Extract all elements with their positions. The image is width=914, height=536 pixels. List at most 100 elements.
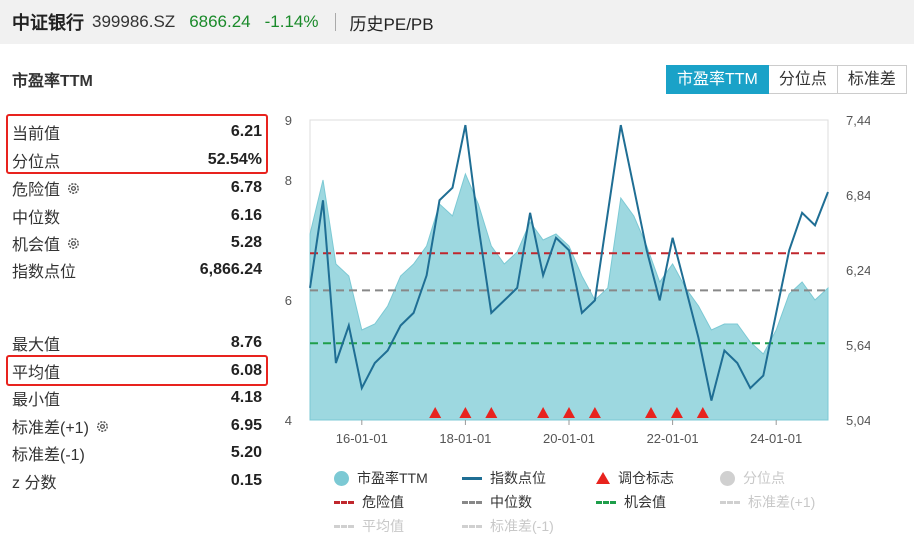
- gear-icon[interactable]: [95, 419, 110, 434]
- stat-value: 6.16: [230, 207, 262, 224]
- right-axis-tick: 5,644: [846, 338, 870, 353]
- rebalance-marker: [563, 407, 575, 418]
- stat-value: 5.20: [230, 444, 262, 461]
- stat-zscore: z 分数 0.15: [12, 469, 262, 493]
- index-code: 399986.SZ: [92, 12, 176, 31]
- pe-area-series: [309, 172, 829, 421]
- tab-std-dev[interactable]: 标准差: [837, 65, 907, 94]
- rebalance-marker: [537, 407, 550, 418]
- stat-value: 6,866.24: [199, 261, 262, 278]
- rebalance-marker: [429, 407, 442, 418]
- legend-label: 标准差(+1): [748, 494, 816, 510]
- stat-label: 分位点: [12, 154, 61, 171]
- tab-percentile[interactable]: 分位点: [768, 65, 838, 94]
- right-axis-tick: 7,441: [846, 113, 870, 128]
- stat-value: 4.18: [230, 389, 262, 406]
- legend-swatch: [462, 524, 482, 528]
- stat-value: 52.54%: [207, 151, 262, 168]
- x-axis-tick: 22-01-01: [647, 431, 699, 446]
- stat-label: 标准差(-1): [12, 447, 85, 464]
- header-bar: 中证银行 399986.SZ 6866.24 -1.14% 历史PE/PB: [0, 0, 914, 44]
- stat-std-plus: 标准差(+1) 6.95: [12, 414, 262, 438]
- metric-title: 市盈率TTM: [12, 73, 93, 90]
- legend-swatch: [334, 524, 354, 528]
- legend-chance[interactable]: 机会值: [596, 492, 666, 512]
- left-axis-tick: 8: [285, 173, 292, 188]
- legend-swatch: [596, 500, 616, 504]
- stat-avg: 平均值 6.08: [12, 359, 262, 383]
- legend-label: 中位数: [490, 494, 532, 510]
- legend-index[interactable]: 指数点位: [462, 468, 546, 488]
- stat-value: 8.76: [230, 334, 262, 351]
- view-tabs: 市盈率TTM 分位点 标准差: [666, 65, 907, 94]
- index-price: 6866.24: [189, 12, 251, 31]
- stat-value: 5.28: [230, 234, 262, 251]
- legend-percentile[interactable]: 分位点: [720, 468, 785, 488]
- x-axis-tick: 24-01-01: [750, 431, 802, 446]
- legend-swatch: [462, 500, 482, 504]
- legend-label: 机会值: [624, 494, 666, 510]
- stat-label: 危险值: [12, 182, 61, 199]
- legend-median[interactable]: 中位数: [462, 492, 532, 512]
- tab-pe-ttm[interactable]: 市盈率TTM: [666, 65, 769, 94]
- stat-label: 当前值: [12, 126, 61, 143]
- stat-median: 中位数 6.16: [12, 204, 262, 228]
- left-axis-tick: 4: [285, 413, 292, 428]
- rebalance-marker: [485, 407, 498, 418]
- highlight-average-box: [6, 355, 268, 386]
- right-axis-tick: 5,045: [846, 413, 870, 428]
- right-axis-tick: 6,842: [846, 188, 870, 203]
- stat-danger: 危险值 6.78: [12, 176, 262, 200]
- legend-swatch: [462, 476, 482, 480]
- stat-std-minus: 标准差(-1) 5.20: [12, 441, 262, 465]
- legend-swatch: [720, 500, 740, 504]
- legend-swatch: [334, 500, 354, 504]
- legend-rebalance[interactable]: 调仓标志: [596, 468, 674, 488]
- stat-label: 最大值: [12, 337, 61, 354]
- legend-label: 平均值: [362, 518, 404, 534]
- stat-value: 6.95: [230, 417, 262, 434]
- gear-icon[interactable]: [66, 236, 81, 251]
- highlight-current-box: [6, 114, 268, 174]
- x-axis-tick: 18-01-01: [439, 431, 491, 446]
- rebalance-marker: [670, 407, 683, 418]
- legend-avg[interactable]: 平均值: [334, 516, 404, 536]
- x-axis-tick: 20-01-01: [543, 431, 595, 446]
- stat-index-points: 指数点位 6,866.24: [12, 258, 262, 282]
- stat-label: 指数点位: [12, 264, 77, 281]
- left-axis-tick: 6: [285, 293, 292, 308]
- triangle-icon: [596, 472, 610, 484]
- stat-value: 6.78: [230, 179, 262, 196]
- stat-value: 0.15: [230, 472, 262, 489]
- index-line-series: [309, 124, 829, 401]
- legend-danger[interactable]: 危险值: [334, 492, 404, 512]
- legend-swatch: [334, 470, 349, 486]
- stat-label: 最小值: [12, 392, 61, 409]
- legend-pe[interactable]: 市盈率TTM: [334, 468, 428, 488]
- legend-std-minus[interactable]: 标准差(-1): [462, 516, 554, 536]
- index-change: -1.14%: [264, 12, 319, 31]
- stat-label: 标准差(+1): [12, 420, 89, 437]
- pe-chart: 9 8 6 4 7,441 6,842 6,243 5,644 5,045 16-01-01 18-…: [285, 113, 870, 446]
- gear-icon[interactable]: [66, 181, 81, 196]
- right-axis-tick: 6,243: [846, 263, 870, 278]
- stat-label: 机会值: [12, 237, 61, 254]
- stat-label: 中位数: [12, 210, 61, 227]
- rebalance-marker: [696, 407, 709, 418]
- left-axis-tick: 9: [285, 113, 292, 128]
- legend-label: 调仓标志: [618, 470, 674, 486]
- history-pe-pb-link[interactable]: 历史PE/PB: [349, 14, 434, 34]
- header-divider: [334, 13, 336, 31]
- stat-value: 6.08: [230, 362, 262, 379]
- legend-std-plus[interactable]: 标准差(+1): [720, 492, 815, 512]
- index-name: 中证银行: [12, 13, 84, 33]
- stat-chance: 机会值 5.28: [12, 231, 262, 255]
- legend-label: 市盈率TTM: [357, 470, 428, 486]
- x-axis-tick: 16-01-01: [336, 431, 388, 446]
- stat-max: 最大值 8.76: [12, 331, 262, 355]
- stat-value: 6.21: [230, 123, 262, 140]
- legend-swatch: [720, 470, 735, 486]
- rebalance-marker: [645, 407, 658, 418]
- rebalance-marker: [588, 407, 601, 418]
- stat-current: 当前值 6.21: [12, 120, 262, 144]
